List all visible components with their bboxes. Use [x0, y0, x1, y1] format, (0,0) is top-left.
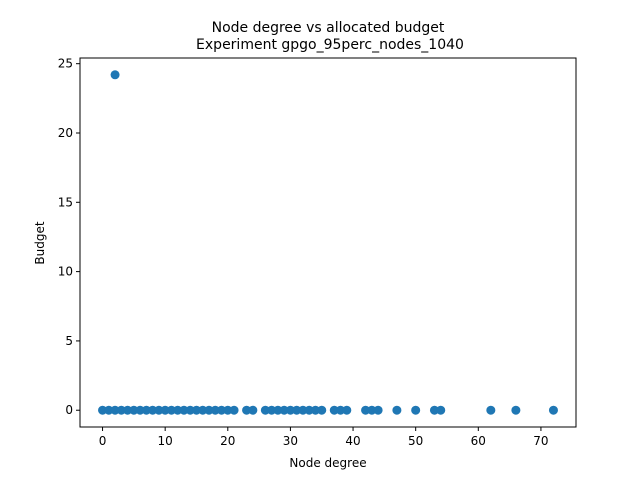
data-point-25	[260, 405, 270, 415]
data-point-13	[173, 405, 183, 415]
data-point-36	[336, 405, 346, 415]
y-axis-ticks: 0 5 10 15 20 25	[58, 57, 80, 417]
x-tick-label-70: 70	[533, 434, 548, 448]
data-point-44	[436, 405, 446, 415]
data-point-14	[179, 405, 189, 415]
data-point-47	[548, 405, 558, 415]
data-point-19	[210, 405, 220, 415]
data-point-32	[304, 405, 314, 415]
y-tick-label-10: 10	[58, 265, 73, 279]
data-point-29	[285, 405, 295, 415]
data-point-41	[392, 405, 402, 415]
data-point-16	[191, 405, 201, 415]
plot-frame	[79, 57, 577, 428]
data-point-26	[267, 405, 277, 415]
data-point-15	[185, 405, 195, 415]
data-points	[98, 70, 558, 415]
data-point-39	[367, 405, 377, 415]
data-point-6	[129, 405, 139, 415]
x-tick-label-30: 30	[283, 434, 298, 448]
data-point-38	[361, 405, 371, 415]
data-point-46	[511, 405, 521, 415]
data-point-27	[273, 405, 283, 415]
y-tick-label-5: 5	[65, 334, 73, 348]
x-tick-label-40: 40	[345, 434, 360, 448]
y-tick-label-15: 15	[58, 195, 73, 209]
x-axis-ticks: 0 10 20 30 40 50 60 70	[99, 427, 549, 448]
data-point-5	[123, 405, 133, 415]
y-tick-label-25: 25	[58, 57, 73, 71]
data-point-0	[110, 70, 120, 80]
data-point-1	[98, 405, 108, 415]
data-point-28	[279, 405, 289, 415]
data-point-30	[292, 405, 302, 415]
data-point-40	[373, 405, 383, 415]
x-tick-label-0: 0	[99, 434, 107, 448]
data-point-7	[135, 405, 145, 415]
data-point-17	[198, 405, 208, 415]
data-point-42	[411, 405, 421, 415]
y-tick-label-0: 0	[65, 403, 73, 417]
data-point-24	[248, 405, 258, 415]
data-point-11	[160, 405, 170, 415]
data-point-45	[486, 405, 496, 415]
x-axis-label: Node degree	[289, 456, 366, 470]
data-point-9	[148, 405, 158, 415]
y-axis-label: Budget	[33, 221, 47, 264]
x-tick-label-20: 20	[220, 434, 235, 448]
data-point-31	[298, 405, 308, 415]
data-point-18	[204, 405, 214, 415]
data-point-23	[242, 405, 252, 415]
data-point-35	[329, 405, 339, 415]
data-point-12	[166, 405, 176, 415]
data-point-8	[141, 405, 151, 415]
data-point-21	[223, 405, 233, 415]
data-point-22	[229, 405, 239, 415]
data-point-3	[110, 405, 120, 415]
x-tick-label-10: 10	[158, 434, 173, 448]
x-tick-label-50: 50	[408, 434, 423, 448]
data-point-34	[317, 405, 327, 415]
data-point-20	[217, 405, 227, 415]
chart-title: Node degree vs allocated budget	[212, 20, 445, 36]
data-point-37	[342, 405, 352, 415]
data-point-2	[104, 405, 114, 415]
y-tick-label-20: 20	[58, 126, 73, 140]
x-tick-label-60: 60	[471, 434, 486, 448]
data-point-33	[310, 405, 320, 415]
data-point-43	[429, 405, 439, 415]
data-point-4	[116, 405, 126, 415]
chart-subtitle: Experiment gpgo_95perc_nodes_1040	[196, 37, 464, 53]
data-point-10	[154, 405, 164, 415]
